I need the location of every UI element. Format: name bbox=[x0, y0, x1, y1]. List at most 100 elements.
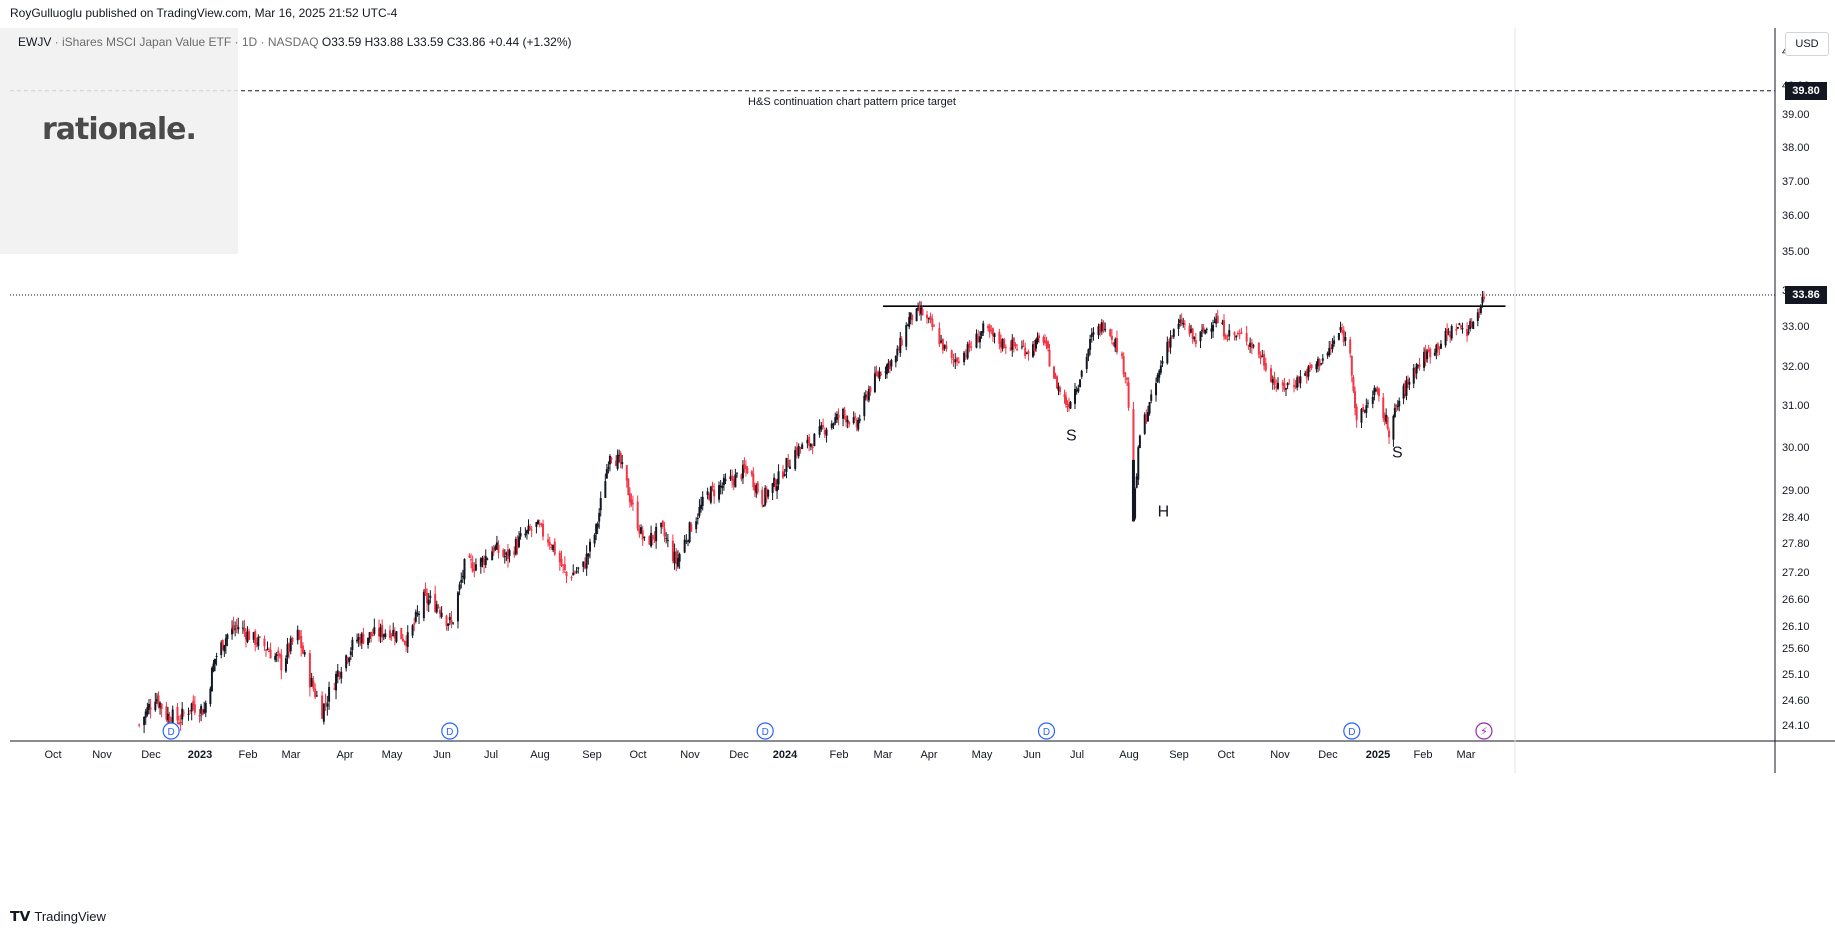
x-tick-label: Jun bbox=[1023, 749, 1041, 761]
candle-body bbox=[1408, 381, 1411, 385]
candle-body bbox=[1016, 349, 1019, 351]
candle-body bbox=[1320, 363, 1323, 365]
candle-body bbox=[1245, 333, 1248, 342]
candle-body bbox=[931, 318, 934, 328]
candle-body bbox=[1003, 339, 1006, 349]
candle-body bbox=[1450, 326, 1453, 339]
y-tick-label: 24.10 bbox=[1782, 720, 1810, 732]
candle-body bbox=[619, 452, 622, 464]
candle-body bbox=[1446, 329, 1449, 336]
candle-body bbox=[326, 703, 329, 707]
candle-body bbox=[713, 489, 716, 497]
price-target-label: H&S continuation chart pattern price tar… bbox=[748, 96, 956, 108]
candle-body bbox=[171, 709, 174, 727]
candle-body bbox=[303, 652, 306, 655]
candle-body bbox=[1259, 355, 1262, 359]
candle-body bbox=[593, 534, 596, 544]
footer-brand[interactable]: 𝗧𝗩 TradingView bbox=[10, 908, 106, 925]
dividend-marker[interactable] bbox=[162, 722, 180, 740]
candle-body bbox=[1354, 391, 1357, 409]
publisher-line: RoyGulluoglu published on TradingView.co… bbox=[10, 6, 398, 20]
candle-body bbox=[274, 655, 277, 660]
price-chart[interactable]: 41.0040.0039.0038.0037.0036.0035.0034.00… bbox=[10, 28, 1835, 873]
candle-body bbox=[943, 344, 946, 349]
candle-body bbox=[1412, 367, 1415, 384]
candle-body bbox=[683, 539, 686, 553]
candle-body bbox=[1426, 351, 1429, 360]
candle-body bbox=[424, 588, 427, 595]
candle-body bbox=[1469, 321, 1472, 330]
candle-body bbox=[1063, 394, 1066, 397]
candle-body bbox=[1478, 312, 1481, 314]
dividend-marker[interactable] bbox=[756, 722, 774, 740]
candle-body bbox=[243, 627, 246, 632]
y-tick-label: 25.10 bbox=[1782, 669, 1810, 681]
candle-body bbox=[1417, 364, 1420, 366]
candle-body bbox=[1048, 349, 1051, 367]
candle-body bbox=[160, 703, 163, 710]
candle-body bbox=[165, 706, 168, 720]
last-price-tag: 33.86 bbox=[1785, 286, 1827, 305]
candle-body bbox=[434, 593, 437, 612]
y-tick-label: 27.80 bbox=[1782, 538, 1810, 550]
candle-body bbox=[252, 632, 255, 640]
candle-body bbox=[257, 637, 260, 647]
y-tick-label: 25.60 bbox=[1782, 643, 1810, 655]
candle-body bbox=[255, 642, 258, 645]
candle-body bbox=[673, 551, 676, 564]
candle-body bbox=[414, 611, 417, 622]
candle-body bbox=[897, 349, 900, 351]
candle-body bbox=[1138, 435, 1141, 448]
candle-body bbox=[1398, 400, 1401, 407]
candle-body bbox=[570, 577, 573, 579]
chart-frame[interactable]: 41.0040.0039.0038.0037.0036.0035.0034.00… bbox=[10, 28, 1835, 873]
x-tick-label: Dec bbox=[1318, 749, 1338, 761]
candle-body bbox=[1315, 364, 1318, 370]
candle-body bbox=[1032, 344, 1034, 357]
candle-body bbox=[687, 540, 689, 542]
candle-body bbox=[660, 522, 663, 528]
candle-body bbox=[809, 443, 812, 447]
candle-body bbox=[625, 465, 628, 481]
y-tick-label: 39.00 bbox=[1782, 109, 1810, 121]
candle-body bbox=[1435, 344, 1438, 353]
candle-body bbox=[950, 350, 953, 359]
candle-body bbox=[1212, 324, 1215, 332]
candle-body bbox=[1059, 387, 1061, 392]
candle-body bbox=[395, 631, 398, 642]
candle-body bbox=[411, 625, 414, 636]
candle-body bbox=[486, 558, 489, 560]
candle-body bbox=[599, 497, 602, 511]
candle-body bbox=[143, 716, 146, 726]
candle-body bbox=[732, 478, 735, 486]
candle-body bbox=[991, 328, 994, 336]
y-tick-label: 37.00 bbox=[1782, 176, 1810, 188]
candle-body bbox=[245, 632, 247, 640]
dividend-marker[interactable] bbox=[441, 722, 459, 740]
event-marker-icon[interactable] bbox=[1475, 722, 1493, 740]
candle-body bbox=[854, 416, 857, 418]
candle-body bbox=[439, 609, 441, 614]
candle-body bbox=[1326, 352, 1329, 356]
candle-body bbox=[1137, 447, 1140, 480]
candle-body bbox=[582, 561, 585, 567]
currency-button[interactable]: USD bbox=[1785, 32, 1829, 56]
candle-body bbox=[1456, 327, 1459, 329]
candle-body bbox=[508, 550, 511, 557]
dividend-marker[interactable] bbox=[1343, 722, 1361, 740]
candle-body bbox=[1077, 388, 1080, 392]
candle-body bbox=[346, 658, 349, 661]
x-tick-label: Jul bbox=[484, 749, 498, 761]
ohlc-high: H33.88 bbox=[364, 35, 404, 49]
x-tick-label: May bbox=[382, 749, 403, 761]
candle-body bbox=[884, 371, 887, 373]
dividend-marker[interactable] bbox=[1037, 722, 1056, 740]
candle-body bbox=[572, 572, 575, 576]
candle-body bbox=[787, 460, 790, 468]
candle-body bbox=[852, 417, 855, 424]
candle-body bbox=[709, 486, 712, 503]
candle-body bbox=[503, 556, 506, 558]
candle-body bbox=[966, 344, 969, 359]
symbol-legend[interactable]: EWJV · iShares MSCI Japan Value ETF · 1D… bbox=[18, 35, 572, 49]
candle-body bbox=[516, 540, 519, 549]
